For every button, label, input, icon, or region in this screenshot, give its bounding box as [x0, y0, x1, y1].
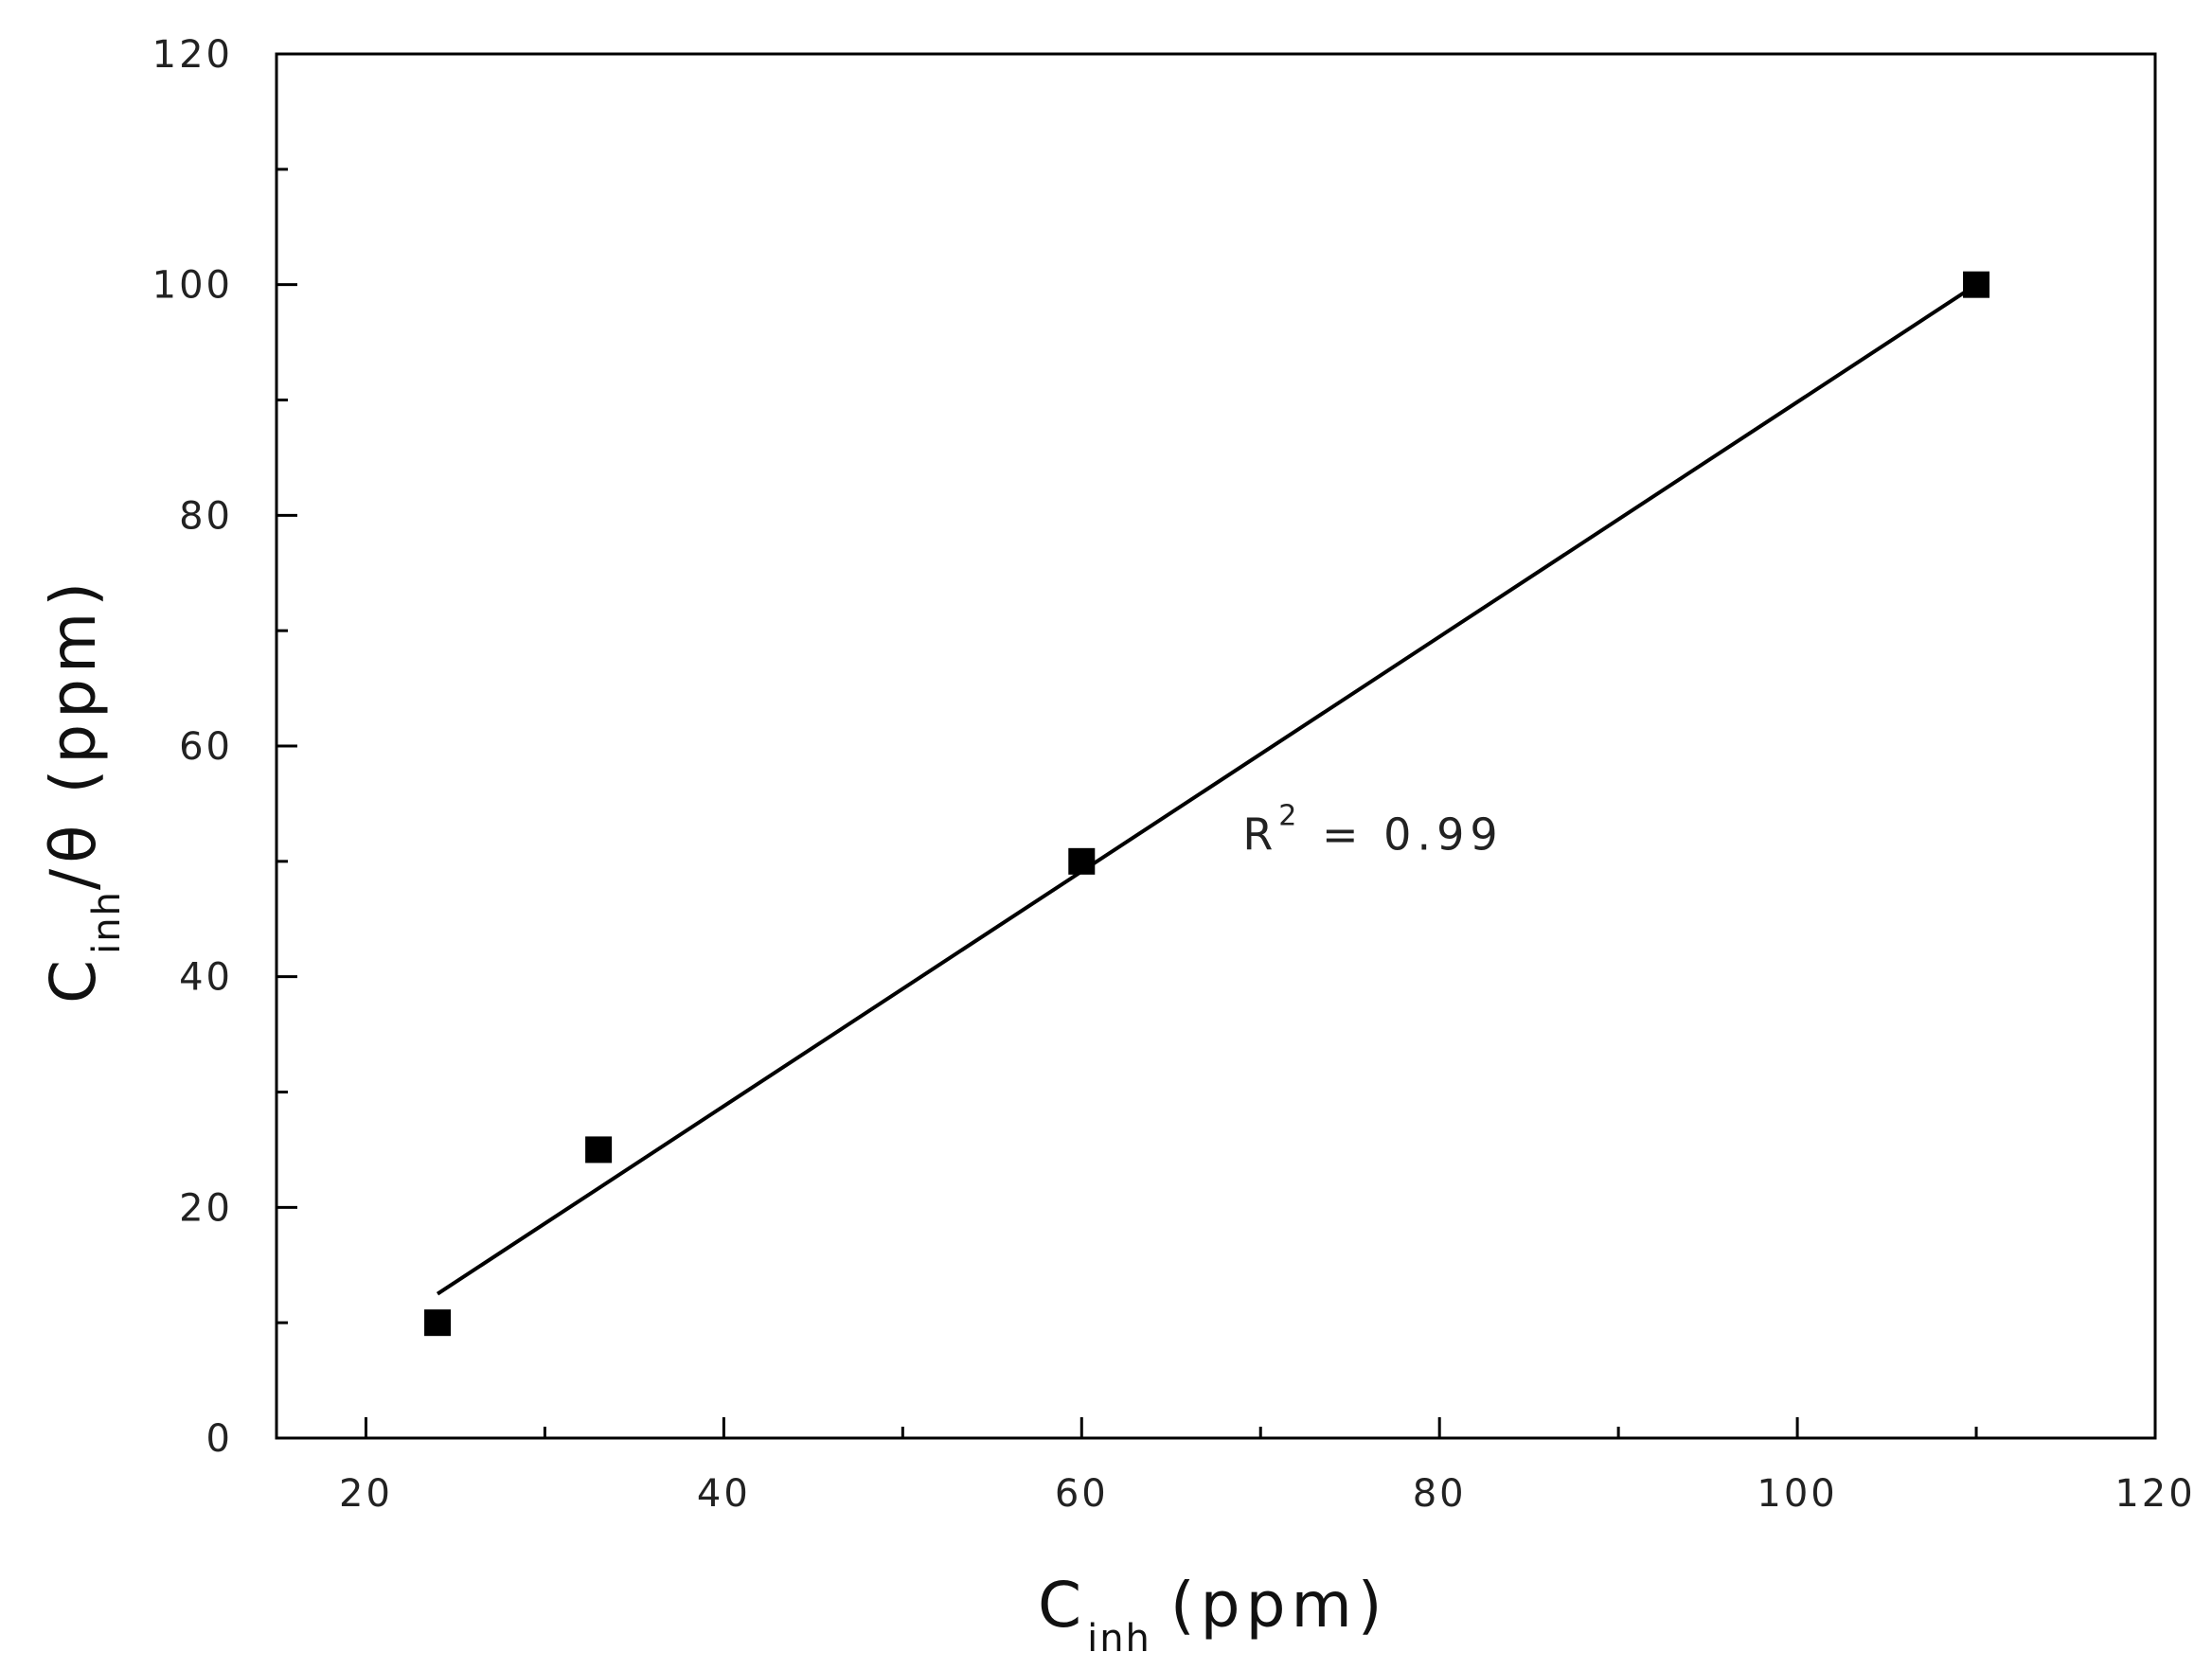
x-tick-label: 60 [1055, 1472, 1109, 1516]
fit-line-segment [436, 282, 1978, 1296]
annotation-r-squared: R2 = 0.99 [1242, 800, 1503, 861]
x-tick-label: 40 [697, 1472, 751, 1516]
y-tick-label: 120 [152, 33, 233, 77]
data-point [1068, 847, 1096, 875]
x-tick-label: 120 [2114, 1472, 2195, 1516]
y-axis-title-sub: inh [85, 890, 129, 954]
x-axis-tick-labels: 20 40 60 80 100 120 [339, 1472, 2195, 1516]
y-axis-title-main: C [37, 954, 110, 1004]
y-tick-label: 100 [152, 264, 233, 308]
x-axis-title-sub: inh [1087, 1617, 1151, 1661]
y-axis-tick-labels: 0 20 40 60 80 100 120 [152, 33, 233, 1461]
x-tick-label: 100 [1757, 1472, 1837, 1516]
y-tick-label: 0 [206, 1417, 233, 1461]
y-axis-ticks [276, 52, 297, 1440]
data-point [585, 1136, 613, 1164]
data-points [424, 271, 1990, 1337]
x-axis-title-main: C [1038, 1569, 1087, 1642]
annotation-rest: = 0.99 [1302, 809, 1503, 861]
x-axis-title-rest: (ppm) [1170, 1569, 1388, 1642]
y-tick-label: 40 [179, 956, 233, 1000]
y-tick-label: 60 [179, 725, 233, 769]
x-tick-label: 80 [1413, 1472, 1467, 1516]
y-tick-label: 80 [179, 494, 233, 538]
x-axis-title: Cinh (ppm) [1038, 1569, 1388, 1661]
x-tick-label: 20 [339, 1472, 393, 1516]
data-point [1963, 271, 1990, 298]
y-axis-title: Cinh/θ (ppm) [37, 577, 129, 1004]
y-tick-label: 20 [179, 1186, 233, 1230]
x-axis-ticks [364, 1417, 2157, 1438]
fit-line [436, 282, 1978, 1296]
data-point [424, 1309, 452, 1337]
y-axis-title-rest: /θ (ppm) [37, 577, 110, 890]
annotation-sup: 2 [1278, 800, 1302, 833]
plot-frame [275, 52, 2157, 1440]
annotation-main: R [1242, 809, 1278, 861]
